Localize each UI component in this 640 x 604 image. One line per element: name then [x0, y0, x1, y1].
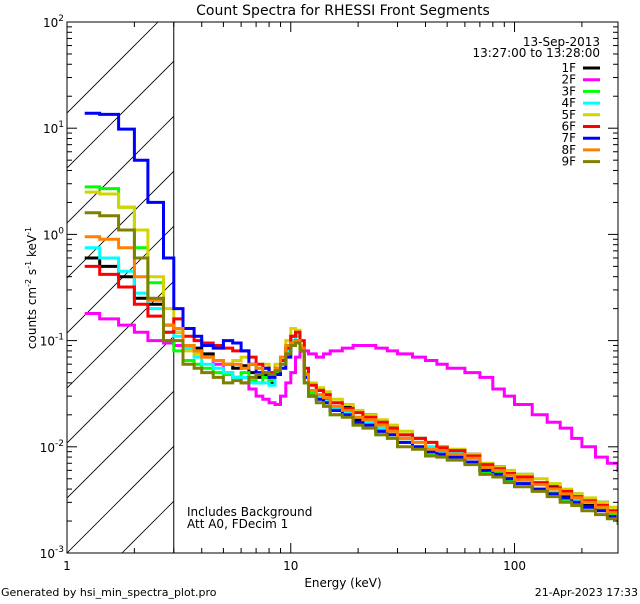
legend-label-9F: 9F [561, 155, 576, 169]
legend-label-5F: 5F [561, 108, 576, 122]
series-7F [84, 111, 618, 523]
legend-label-4F: 4F [561, 96, 576, 110]
series-3F [84, 185, 618, 523]
y-tick-label: 10-3 [40, 545, 64, 561]
x-tick-label: 10 [283, 559, 298, 573]
hatch-line [287, 3, 640, 553]
hatch-line [67, 335, 174, 444]
legend-label-3F: 3F [561, 84, 576, 98]
hatch-line [617, 3, 640, 553]
hatch-line [397, 3, 640, 553]
hatch-line [67, 225, 174, 334]
legend-label-8F: 8F [561, 143, 576, 157]
chart-title: Count Spectra for RHESSI Front Segments [196, 3, 490, 19]
legend-label-2F: 2F [561, 73, 576, 87]
y-axis-label: counts cm-2 s-1 keV-1 [24, 227, 39, 349]
series-2F [84, 312, 618, 472]
series-8F [84, 235, 618, 519]
series-4F [84, 246, 618, 519]
legend-label-7F: 7F [561, 131, 576, 145]
time-range-label: 13:27:00 to 13:28:00 [473, 46, 600, 60]
series-5F [84, 190, 618, 515]
series-1F [84, 256, 618, 517]
note-attenuator: Att A0, FDecim 1 [187, 517, 288, 531]
series-group [84, 111, 618, 525]
hatch-line [67, 390, 174, 499]
footer-timestamp: 21-Apr-2023 17:33 [535, 586, 638, 599]
y-tick-label: 10-2 [40, 439, 64, 455]
hatch-line [67, 170, 174, 279]
hatch-line [67, 445, 174, 553]
hatch-line [232, 3, 640, 553]
legend-label-6F: 6F [561, 120, 576, 134]
y-tick-label: 101 [43, 120, 64, 136]
y-tick-label: 100 [43, 226, 64, 242]
x-tick-label: 100 [503, 559, 526, 573]
series-9F [84, 211, 618, 525]
y-tick-label: 10-1 [40, 333, 64, 349]
footer-generated-by: Generated by hsi_min_spectra_plot.pro [1, 586, 217, 599]
plot-frame [66, 21, 619, 554]
y-tick-label: 102 [43, 14, 64, 30]
hatch-line [67, 60, 174, 169]
excluded-energy-hatch [67, 3, 640, 553]
legend-label-1F: 1F [561, 61, 576, 75]
hatch-line [67, 22, 159, 114]
x-tick-label: 1 [63, 559, 71, 573]
date-label: 13-Sep-2013 [523, 35, 600, 49]
note-background: Includes Background [187, 505, 312, 519]
x-axis-label: Energy (keV) [304, 576, 381, 590]
